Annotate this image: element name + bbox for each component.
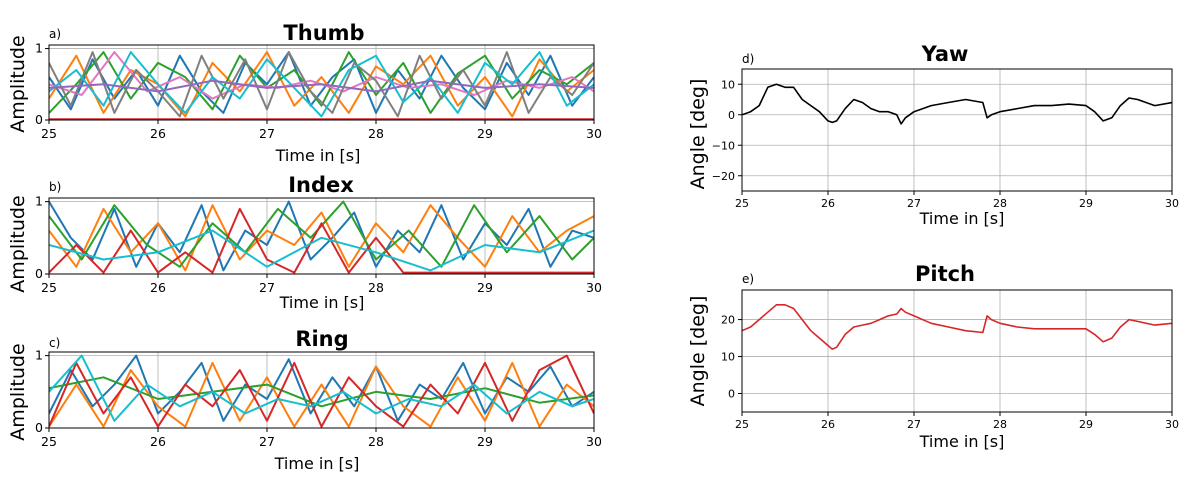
thumb-axes-frame <box>48 44 595 121</box>
pitch-x-tick-label: 27 <box>907 418 921 431</box>
index-panel-letter: b) <box>49 180 61 194</box>
series-line-thumb-ch4 <box>49 51 594 100</box>
thumb-y-tick-label: 0 <box>35 112 43 127</box>
index-x-axis-label: Time in [s] <box>279 293 365 312</box>
series-line-Pitch <box>742 303 1172 351</box>
yaw-title: Yaw <box>921 42 969 66</box>
thumb-x-tick-label: 25 <box>41 126 57 141</box>
pitch-x-tick-label: 30 <box>1165 418 1179 431</box>
thumb-y-axis-label: Amplitude <box>7 35 29 132</box>
series-line-index-ch2 <box>49 204 594 272</box>
series-line-index-ch5 <box>49 229 594 272</box>
pitch-y-tick-label: 0 <box>728 388 735 401</box>
series-line-ring-ch4 <box>49 354 594 428</box>
yaw-x-tick-label: 27 <box>907 197 921 210</box>
ring-series-group <box>49 354 594 428</box>
yaw-panel-letter: d) <box>742 52 754 66</box>
series-line-index-ch4 <box>49 207 594 274</box>
pitch-x-tick-label: 26 <box>821 418 835 431</box>
pitch-panel: Pitch e) Time in [s] Angle [deg] 25 26 27 2… <box>687 262 1179 451</box>
series-line-index-ch3 <box>49 200 594 268</box>
ring-panel: Ring c) Time in [s] Amplitude 25 26 27 28 29… <box>7 327 602 473</box>
thumb-x-tick-label: 29 <box>477 126 493 141</box>
thumb-x-tick-label: 26 <box>150 126 166 141</box>
thumb-series-group <box>49 51 594 120</box>
series-line-thumb-ch1 <box>49 51 594 114</box>
pitch-y-tick-label: 10 <box>721 351 735 364</box>
pitch-series-group <box>742 303 1172 351</box>
yaw-y-axis-label: Angle [deg] <box>687 79 709 190</box>
ring-axes-frame <box>48 351 595 429</box>
ring-y-axis-label: Amplitude <box>7 343 29 440</box>
index-x-tick-label: 30 <box>586 280 602 295</box>
index-y-axis-label: Amplitude <box>7 195 29 292</box>
yaw-x-tick-label: 28 <box>993 197 1007 210</box>
pitch-panel-letter: e) <box>742 272 754 286</box>
yaw-axes-frame <box>741 68 1173 192</box>
pitch-y-axis-label: Angle [deg] <box>687 296 709 407</box>
thumb-panel-letter: a) <box>49 27 61 41</box>
pitch-x-tick-label: 29 <box>1079 418 1093 431</box>
yaw-x-tick-label: 25 <box>735 197 749 210</box>
yaw-series-group <box>742 83 1172 125</box>
pitch-x-axis-label: Time in [s] <box>919 432 1005 451</box>
thumb-x-tick-label: 30 <box>586 126 602 141</box>
series-line-ring-ch5 <box>49 354 594 422</box>
index-x-tick-label: 29 <box>477 280 493 295</box>
ring-title: Ring <box>295 327 348 351</box>
ring-x-tick-label: 29 <box>477 434 493 449</box>
yaw-y-tick-label: 0 <box>728 109 735 122</box>
ring-y-tick-label: 0 <box>35 420 43 435</box>
index-x-tick-label: 27 <box>259 280 275 295</box>
index-x-tick-label: 25 <box>41 280 57 295</box>
yaw-y-tick-label: −20 <box>712 170 735 183</box>
ring-x-tick-label: 28 <box>368 434 384 449</box>
thumb-x-tick-label: 28 <box>368 126 384 141</box>
pitch-title: Pitch <box>915 262 975 286</box>
index-title: Index <box>288 173 354 197</box>
pitch-y-tick-label: 20 <box>721 314 735 327</box>
series-line-thumb-ch8 <box>49 79 594 93</box>
ring-x-axis-label: Time in [s] <box>274 454 360 473</box>
index-series-group <box>49 200 594 274</box>
index-x-tick-label: 28 <box>368 280 384 295</box>
index-y-tick-label: 1 <box>35 194 43 209</box>
index-x-tick-label: 26 <box>150 280 166 295</box>
thumb-x-axis-label: Time in [s] <box>275 146 361 165</box>
thumb-panel: Thumb a) Time in [s] Amplitude 25 26 27 28 2… <box>7 21 602 165</box>
yaw-panel: Yaw d) Time in [s] Angle [deg] 25 26 27 28 2… <box>687 42 1179 228</box>
series-line-thumb-ch3 <box>49 51 594 114</box>
ring-x-tick-label: 25 <box>41 434 57 449</box>
pitch-axes-frame <box>741 289 1173 413</box>
thumb-y-tick-label: 1 <box>35 41 43 56</box>
yaw-y-tick-label: 10 <box>721 78 735 91</box>
index-panel: Index b) Time in [s] Amplitude 25 26 27 28 2… <box>7 173 602 312</box>
index-y-tick-label: 0 <box>35 266 43 281</box>
series-line-thumb-ch5 <box>49 51 594 118</box>
ring-x-tick-label: 30 <box>586 434 602 449</box>
pitch-x-tick-label: 25 <box>735 418 749 431</box>
yaw-y-tick-label: −10 <box>712 139 735 152</box>
pitch-x-tick-label: 28 <box>993 418 1007 431</box>
ring-x-tick-label: 26 <box>150 434 166 449</box>
series-line-Yaw <box>742 83 1172 125</box>
thumb-x-tick-label: 27 <box>259 126 275 141</box>
index-axes-frame <box>48 197 595 275</box>
thumb-title: Thumb <box>283 21 364 45</box>
ring-x-tick-label: 27 <box>259 434 275 449</box>
yaw-x-tick-label: 30 <box>1165 197 1179 210</box>
yaw-x-axis-label: Time in [s] <box>919 209 1005 228</box>
series-line-ring-ch2 <box>49 361 594 428</box>
series-line-thumb-ch6 <box>49 51 594 118</box>
yaw-x-tick-label: 26 <box>821 197 835 210</box>
ring-y-tick-label: 1 <box>35 348 43 363</box>
series-line-index-ch1 <box>49 200 594 272</box>
ring-panel-letter: c) <box>49 336 60 350</box>
yaw-x-tick-label: 29 <box>1079 197 1093 210</box>
